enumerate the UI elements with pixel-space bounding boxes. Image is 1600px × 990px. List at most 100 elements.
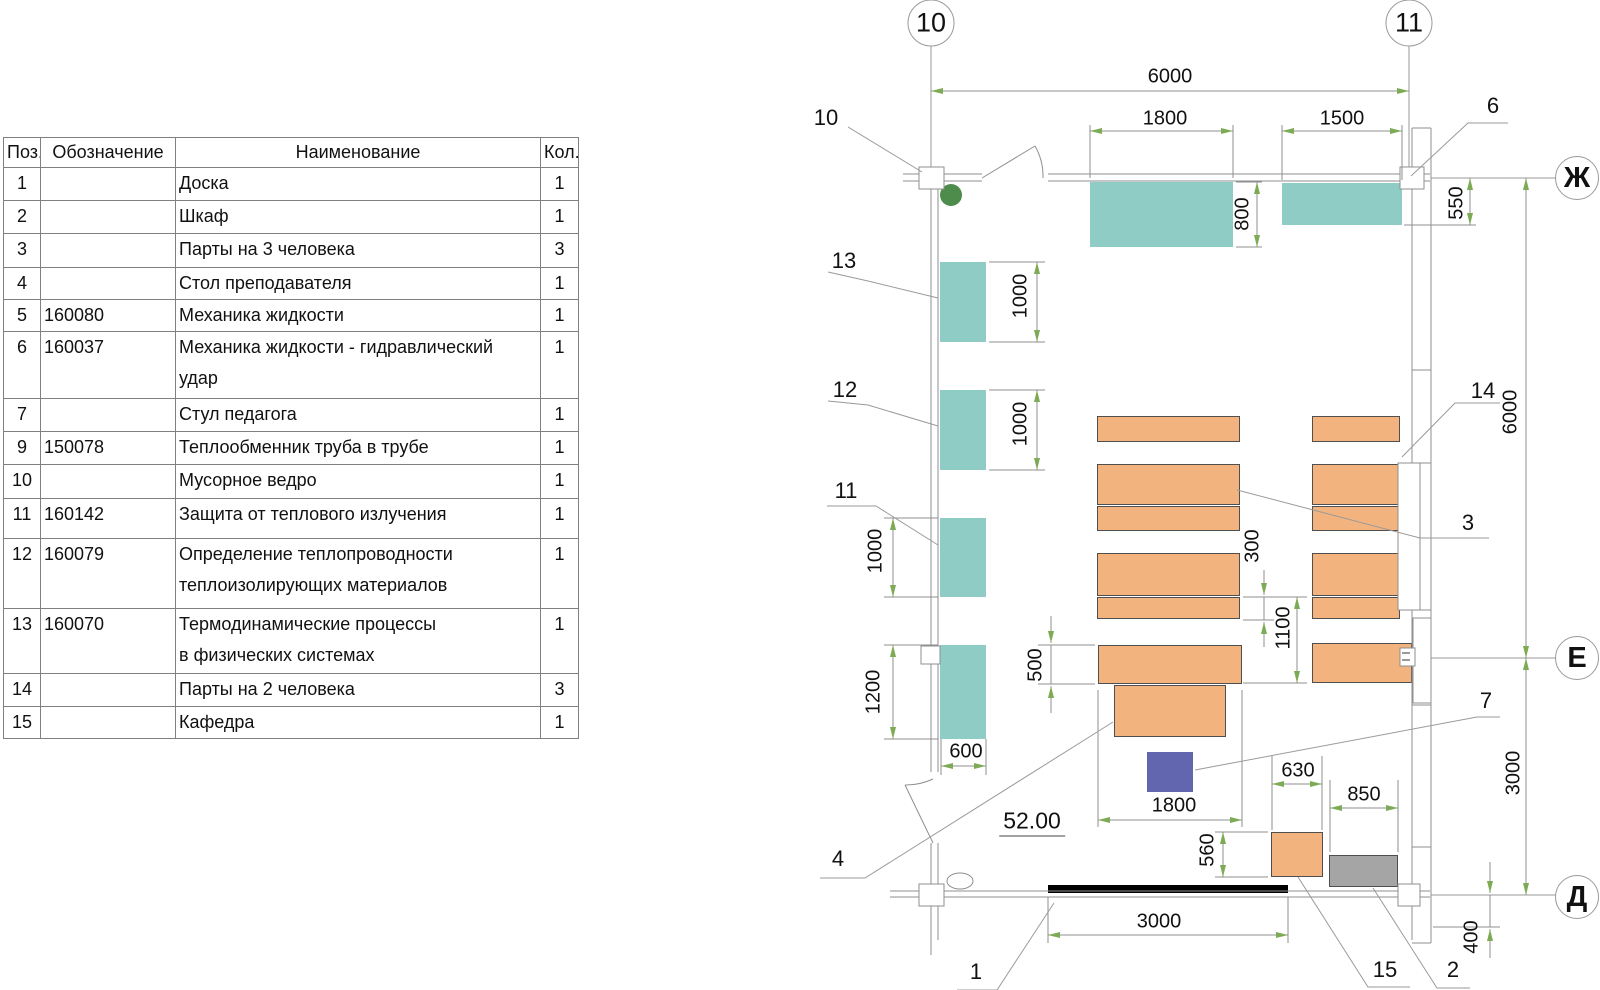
cell-code: 160037 xyxy=(40,331,176,399)
cell-code xyxy=(40,673,176,707)
desk-row xyxy=(1097,506,1240,531)
dim-600: 600 xyxy=(949,740,983,763)
cell-qty: 1 xyxy=(540,267,579,300)
grid-bubble-11-text: 11 xyxy=(1394,7,1424,38)
cell-qty: 1 xyxy=(540,299,579,332)
cell-pos: 15 xyxy=(3,706,41,739)
cell-name: Термодинамические процессы в физических … xyxy=(175,608,541,674)
cell-qty: 1 xyxy=(540,167,579,201)
cell-name: Доска xyxy=(175,167,541,201)
item-label-3: 3 xyxy=(1461,510,1475,535)
grid-bubble-10: 10 xyxy=(907,0,955,47)
cell-qty: 1 xyxy=(540,431,579,465)
cell-qty: 1 xyxy=(540,706,579,739)
dim-1800-top: 1800 xyxy=(1142,107,1188,130)
grid-lines xyxy=(930,44,1556,896)
cell-code: 160070 xyxy=(40,608,176,674)
cell-name: Определение теплопроводности теплоизолир… xyxy=(175,538,541,609)
spec-table: Поз. Обозначение Наименование Кол. 1 Доск… xyxy=(3,137,579,739)
dim-3000-right: 3000 xyxy=(1502,750,1525,796)
table-row: 13 160070 Термодинамические процессы в физ… xyxy=(3,608,579,674)
item-label-2: 2 xyxy=(1446,957,1460,982)
cell-name: Защита от теплового излучения xyxy=(175,498,541,539)
desk-row xyxy=(1098,645,1242,684)
wall-posts xyxy=(918,166,1432,907)
cell-name: Мусорное ведро xyxy=(175,464,541,499)
cell-name: Парты на 3 человека xyxy=(175,233,541,268)
item-label-12: 12 xyxy=(832,377,858,402)
cell-code xyxy=(40,706,176,739)
desk-row-2seat xyxy=(1312,553,1400,596)
item-label-13: 13 xyxy=(831,248,857,273)
table-row: 14 Парты на 2 человека 3 xyxy=(3,673,579,707)
table-row: 2 Шкаф 1 xyxy=(3,200,579,234)
table-row: 11 160142 Защита от теплового излучения 1 xyxy=(3,498,579,539)
cell-qty: 1 xyxy=(540,538,579,609)
desk-row-2seat xyxy=(1312,464,1400,505)
dim-560: 560 xyxy=(1196,833,1219,867)
cell-qty: 1 xyxy=(540,608,579,674)
room-area-label: 52.00 xyxy=(999,808,1065,837)
dim-400: 400 xyxy=(1460,920,1483,954)
cell-name: Механика жидкости - гидравлический удар xyxy=(175,331,541,399)
dim-550: 550 xyxy=(1445,186,1468,220)
grid-bubble-10-text: 10 xyxy=(915,7,947,38)
item-label-15: 15 xyxy=(1372,957,1398,982)
desk-row xyxy=(1097,464,1240,505)
cell-pos: 11 xyxy=(3,498,41,539)
cell-pos: 10 xyxy=(3,464,41,499)
item-label-14: 14 xyxy=(1470,378,1496,403)
dim-extensions xyxy=(884,125,1500,943)
cell-code xyxy=(40,398,176,432)
cell-qty: 1 xyxy=(540,498,579,539)
desk-row-2seat xyxy=(1312,416,1400,442)
dim-1000-11: 1000 xyxy=(864,528,887,574)
col-header-pos: Поз. xyxy=(3,137,41,168)
trash-bin xyxy=(940,184,962,206)
cell-name: Парты на 2 человека xyxy=(175,673,541,707)
cell-name: Стул педагога xyxy=(175,398,541,432)
cell-pos: 9 xyxy=(3,431,41,465)
dim-6000-top: 6000 xyxy=(1147,65,1193,88)
cell-qty: 3 xyxy=(540,673,579,707)
cell-name: Теплообменник труба в трубе xyxy=(175,431,541,465)
dim-300: 300 xyxy=(1241,529,1264,563)
lab-unit-heat-exchanger xyxy=(940,645,986,739)
cell-name: Стол преподавателя xyxy=(175,267,541,300)
cell-code: 160080 xyxy=(40,299,176,332)
grid-bubble-11: 11 xyxy=(1385,0,1433,47)
cell-name: Кафедра xyxy=(175,706,541,739)
lab-unit-13 xyxy=(940,262,986,342)
item-label-11: 11 xyxy=(834,478,858,503)
dim-850: 850 xyxy=(1347,783,1381,806)
wall-bench-top-right xyxy=(1282,183,1402,225)
grid-bubble-d-text: Д xyxy=(1566,880,1588,913)
item-label-6: 6 xyxy=(1486,93,1500,118)
cell-qty: 1 xyxy=(540,200,579,234)
dim-1100: 1100 xyxy=(1272,606,1295,650)
item-label-10: 10 xyxy=(813,105,839,130)
dim-1000-13: 1000 xyxy=(1009,273,1032,319)
dim-1500-top: 1500 xyxy=(1319,107,1365,130)
lab-unit-11 xyxy=(940,518,986,597)
teacher-chair xyxy=(1147,752,1193,792)
cell-code xyxy=(40,233,176,268)
table-row: 15 Кафедра 1 xyxy=(3,706,579,739)
leader-lines xyxy=(820,122,1508,990)
spec-header-row: Поз. Обозначение Наименование Кол. xyxy=(3,137,579,168)
chalkboard xyxy=(1048,885,1288,893)
table-row: 6 160037 Механика жидкости - гидравлически… xyxy=(3,331,579,399)
col-header-code: Обозначение xyxy=(40,137,176,168)
cell-qty: 1 xyxy=(540,398,579,432)
desk-row-2seat xyxy=(1312,506,1400,531)
lectern xyxy=(1271,832,1323,877)
grid-bubble-zh-text: Ж xyxy=(1563,161,1591,194)
item-label-4: 4 xyxy=(831,846,845,871)
cell-code: 160079 xyxy=(40,538,176,609)
dim-1800-bottom: 1800 xyxy=(1151,794,1197,817)
col-header-name: Наименование xyxy=(175,137,541,168)
cell-pos: 12 xyxy=(3,538,41,609)
cell-code: 160142 xyxy=(40,498,176,539)
dim-630: 630 xyxy=(1281,759,1315,782)
